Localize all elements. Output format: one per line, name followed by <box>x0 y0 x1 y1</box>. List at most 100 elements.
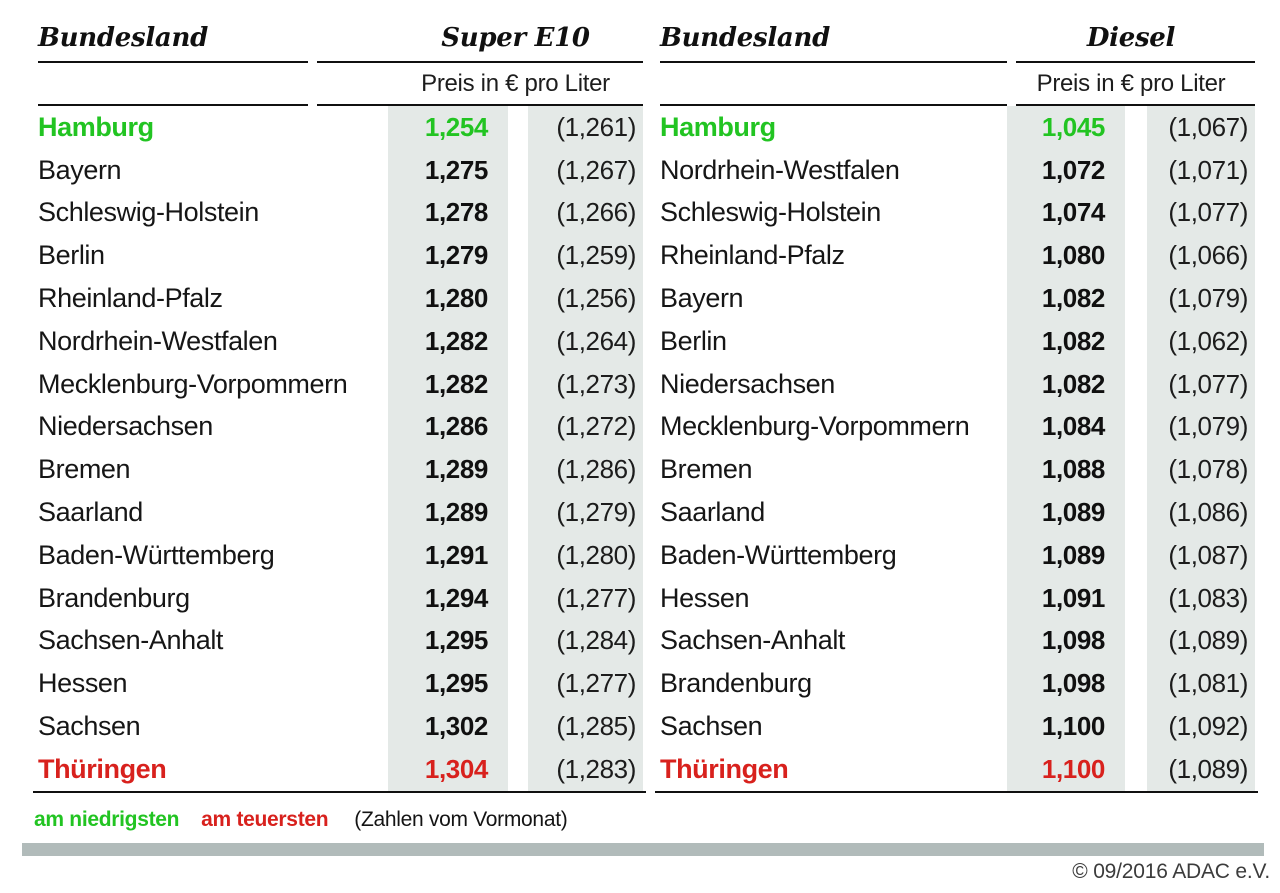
unit-header: Preis in € pro Liter <box>421 69 610 97</box>
column-gap <box>508 320 528 363</box>
bundesland-name: Niedersachsen <box>38 411 213 442</box>
previous-month-price: (1,256) <box>528 277 643 320</box>
current-price: 1,286 <box>388 405 508 449</box>
column-gap <box>1125 106 1147 149</box>
diesel-table: Bundesland Diesel Preis in € pro Liter H… <box>655 16 1258 793</box>
bundesland-name: Mecklenburg-Vorpommern <box>660 411 970 442</box>
previous-month-price: (1,079) <box>1147 405 1255 449</box>
column-gap <box>508 363 528 406</box>
column-gap <box>1125 406 1147 449</box>
bundesland-name: Nordrhein-Westfalen <box>660 154 900 185</box>
table-row: Nordrhein-Westfalen 1,282 (1,264) <box>38 319 643 363</box>
column-gap <box>508 620 528 663</box>
current-price: 1,089 <box>1007 533 1125 577</box>
table-row: Hessen 1,295 (1,277) <box>38 662 643 706</box>
bundesland-name: Berlin <box>38 240 105 271</box>
bundesland-name: Thüringen <box>660 753 789 784</box>
table-row: Thüringen 1,100 (1,089) <box>660 747 1255 791</box>
current-price: 1,295 <box>388 619 508 663</box>
column-gap <box>1125 534 1147 577</box>
bundesland-header: Bundesland <box>38 23 208 54</box>
column-gap <box>508 192 528 235</box>
table-row: Hamburg 1,254 (1,261) <box>38 106 643 149</box>
legend-highest: am teuersten <box>201 808 329 831</box>
previous-month-price: (1,077) <box>1147 362 1255 406</box>
table-row: Bayern 1,082 (1,079) <box>660 277 1255 320</box>
current-price: 1,084 <box>1007 405 1125 449</box>
header-divider <box>38 61 643 63</box>
header-divider <box>660 61 1255 63</box>
table-row: Berlin 1,082 (1,062) <box>660 319 1255 363</box>
bundesland-name: Brandenburg <box>660 668 812 699</box>
column-gap <box>1125 320 1147 363</box>
current-price: 1,279 <box>388 234 508 278</box>
unit-header-row: Preis in € pro Liter <box>38 63 643 104</box>
previous-month-price: (1,284) <box>528 619 643 663</box>
previous-month-price: (1,273) <box>528 362 643 406</box>
current-price: 1,278 <box>388 191 508 235</box>
table-header-row: Bundesland Super E10 <box>38 16 643 61</box>
footer-divider-bar <box>22 843 1264 856</box>
copyright-text: © 09/2016 ADAC e.V. <box>1072 860 1270 883</box>
table-row: Bremen 1,088 (1,078) <box>660 448 1255 492</box>
bundesland-name: Thüringen <box>38 753 167 784</box>
current-price: 1,304 <box>388 747 508 791</box>
table-row: Bremen 1,289 (1,286) <box>38 448 643 492</box>
table-row: Thüringen 1,304 (1,283) <box>38 747 643 791</box>
column-gap <box>1125 705 1147 748</box>
super-e10-table: Bundesland Super E10 Preis in € pro Lite… <box>33 16 646 793</box>
current-price: 1,289 <box>388 448 508 492</box>
current-price: 1,082 <box>1007 319 1125 363</box>
previous-month-price: (1,066) <box>1147 234 1255 278</box>
table-row: Mecklenburg-Vorpommern 1,282 (1,273) <box>38 362 643 406</box>
current-price: 1,082 <box>1007 362 1125 406</box>
column-gap <box>1125 363 1147 406</box>
table-header-row: Bundesland Diesel <box>660 16 1255 61</box>
unit-header: Preis in € pro Liter <box>1036 69 1226 97</box>
column-gap <box>508 491 528 534</box>
table-row: Bayern 1,275 (1,267) <box>38 148 643 192</box>
current-price: 1,282 <box>388 362 508 406</box>
table-row: Hamburg 1,045 (1,067) <box>660 106 1255 149</box>
previous-month-price: (1,087) <box>1147 533 1255 577</box>
current-price: 1,072 <box>1007 148 1125 192</box>
fuel-header: Diesel <box>1086 23 1176 54</box>
current-price: 1,098 <box>1007 619 1125 663</box>
bundesland-name: Sachsen-Anhalt <box>38 625 224 656</box>
table-row: Saarland 1,089 (1,086) <box>660 491 1255 534</box>
previous-month-price: (1,083) <box>1147 576 1255 620</box>
bundesland-name: Brandenburg <box>38 582 190 613</box>
previous-month-price: (1,261) <box>528 106 643 149</box>
table-row: Sachsen 1,100 (1,092) <box>660 705 1255 748</box>
current-price: 1,088 <box>1007 448 1125 492</box>
column-gap <box>508 748 528 791</box>
previous-month-price: (1,092) <box>1147 705 1255 748</box>
previous-month-price: (1,277) <box>528 662 643 706</box>
previous-month-price: (1,071) <box>1147 148 1255 192</box>
previous-month-price: (1,067) <box>1147 106 1255 149</box>
table-bottom-divider <box>33 790 646 793</box>
column-gap <box>1125 748 1147 791</box>
column-gap <box>508 106 528 149</box>
previous-month-price: (1,086) <box>1147 491 1255 534</box>
column-gap <box>1125 149 1147 192</box>
table-row: Berlin 1,279 (1,259) <box>38 234 643 278</box>
legend-lowest: am niedrigsten <box>34 808 180 831</box>
column-gap <box>1125 448 1147 491</box>
bundesland-name: Hessen <box>38 668 128 699</box>
column-gap <box>508 406 528 449</box>
previous-month-price: (1,089) <box>1147 619 1255 663</box>
column-gap <box>1125 620 1147 663</box>
current-price: 1,289 <box>388 491 508 534</box>
bundesland-name: Schleswig-Holstein <box>660 197 881 228</box>
previous-month-price: (1,259) <box>528 234 643 278</box>
current-price: 1,100 <box>1007 705 1125 748</box>
table-row: Niedersachsen 1,286 (1,272) <box>38 405 643 449</box>
current-price: 1,082 <box>1007 277 1125 320</box>
bundesland-header: Bundesland <box>660 23 830 54</box>
table-row: Brandenburg 1,098 (1,081) <box>660 662 1255 706</box>
table-row: Nordrhein-Westfalen 1,072 (1,071) <box>660 148 1255 192</box>
previous-month-price: (1,283) <box>528 747 643 791</box>
table-bottom-divider <box>655 790 1258 793</box>
previous-month-price: (1,266) <box>528 191 643 235</box>
